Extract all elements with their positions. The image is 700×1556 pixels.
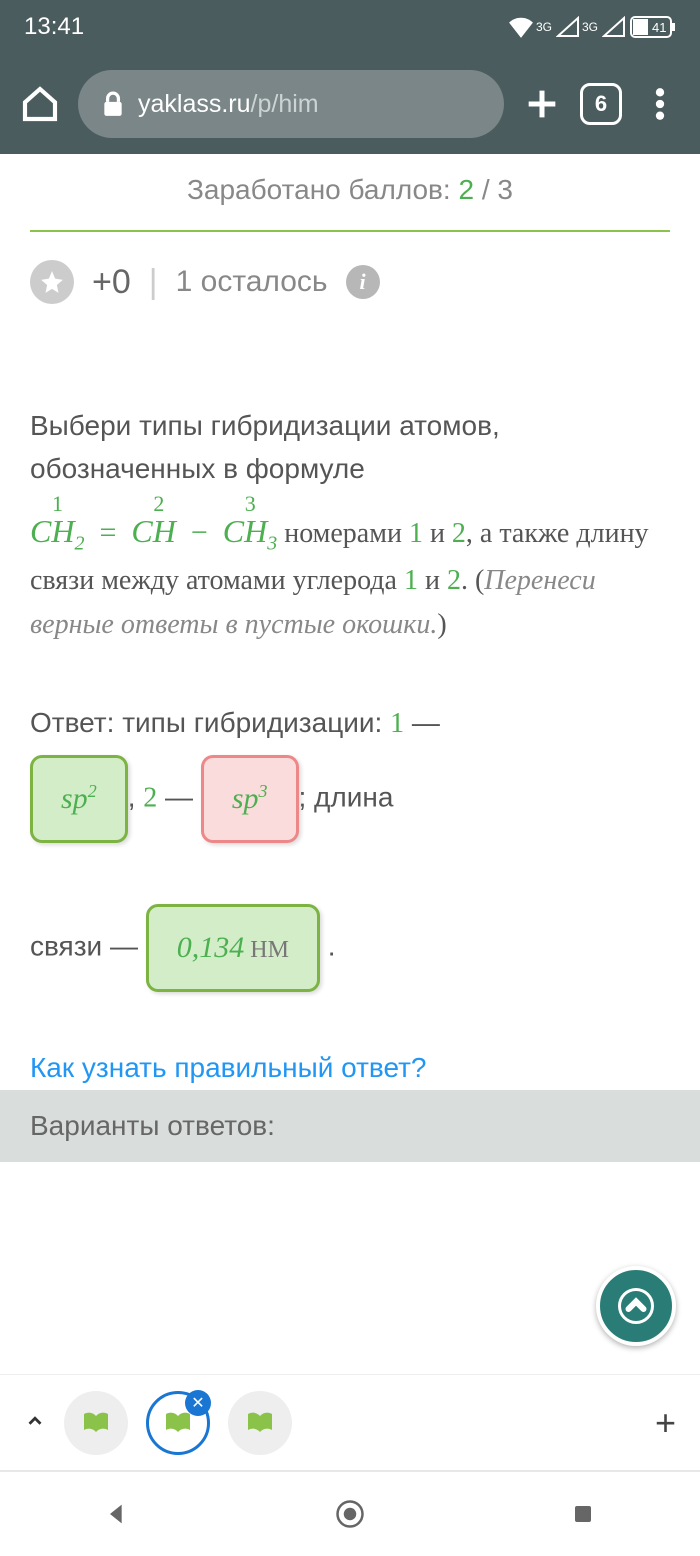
scroll-top-button[interactable]: [596, 1266, 676, 1346]
url-domain: yaklass.ru: [138, 90, 251, 118]
tab-book-3[interactable]: [228, 1391, 292, 1455]
formula: C1H2 = C2H − C3H3 номерами 1 и 2, а такж…: [30, 507, 670, 646]
status-bar: 13:41 3G 3G 41: [0, 0, 700, 54]
clock: 13:41: [24, 13, 84, 41]
nav-recent-icon[interactable]: [565, 1496, 601, 1532]
tab-book-1[interactable]: [64, 1391, 128, 1455]
answer-box-1[interactable]: sp2: [30, 755, 128, 843]
system-navbar: [0, 1470, 700, 1556]
score-label: Заработано баллов:: [187, 174, 458, 205]
score-sep: /: [474, 174, 497, 205]
info-icon[interactable]: i: [346, 265, 380, 299]
status-icons: 3G 3G 41: [508, 16, 676, 38]
tabstrip-caret-icon[interactable]: [24, 1407, 46, 1439]
task-p2a: номерами: [284, 518, 409, 549]
new-tab-icon[interactable]: [522, 84, 562, 124]
url-path: /p/him: [251, 90, 319, 118]
signal-icon-2: [602, 16, 626, 38]
nav-home-icon[interactable]: [332, 1496, 368, 1532]
battery-icon: 41: [630, 16, 676, 38]
score-total: 3: [497, 174, 513, 205]
tab-count[interactable]: 6: [580, 83, 622, 125]
attempts-row: +0 | 1 осталось i: [0, 232, 700, 314]
app-tabstrip: +: [0, 1374, 700, 1470]
tabstrip-add-icon[interactable]: +: [655, 1402, 676, 1444]
variants-header: Варианты ответов:: [0, 1090, 700, 1162]
browser-toolbar: yaklass.ru/p/him 6: [0, 54, 700, 154]
net-label-2: 3G: [582, 20, 598, 34]
answer-box-2[interactable]: sp3: [201, 755, 299, 843]
tab-book-2[interactable]: [146, 1391, 210, 1455]
lock-icon: [102, 91, 124, 117]
url-bar[interactable]: yaklass.ru/p/him: [78, 70, 504, 138]
answer-section: Ответ: типы гибридизации: 1 — sp2, 2 — s…: [30, 692, 670, 992]
separator: |: [149, 263, 158, 302]
plus-points: +0: [92, 263, 131, 302]
correct-answer-link[interactable]: Как узнать правильный ответ?: [0, 1012, 700, 1090]
answer-box-3[interactable]: 0,134 НМ: [146, 904, 320, 992]
score-bar: Заработано баллов: 2 / 3: [0, 154, 700, 230]
remaining-label: 1 осталось: [176, 265, 328, 299]
home-icon[interactable]: [20, 84, 60, 124]
task-p1: Выбери типы гибридизации атомов, обознач…: [30, 410, 500, 484]
nav-back-icon[interactable]: [99, 1496, 135, 1532]
answer-lead: Ответ: типы гибридизации:: [30, 707, 390, 738]
signal-icon-1: [556, 16, 580, 38]
menu-icon[interactable]: [640, 84, 680, 124]
net-label-1: 3G: [536, 20, 552, 34]
star-icon: [30, 260, 74, 304]
svg-text:41: 41: [652, 20, 666, 35]
wifi-icon: [508, 16, 534, 38]
task-content: Выбери типы гибридизации атомов, обознач…: [0, 314, 700, 1012]
score-earned: 2: [458, 174, 474, 205]
